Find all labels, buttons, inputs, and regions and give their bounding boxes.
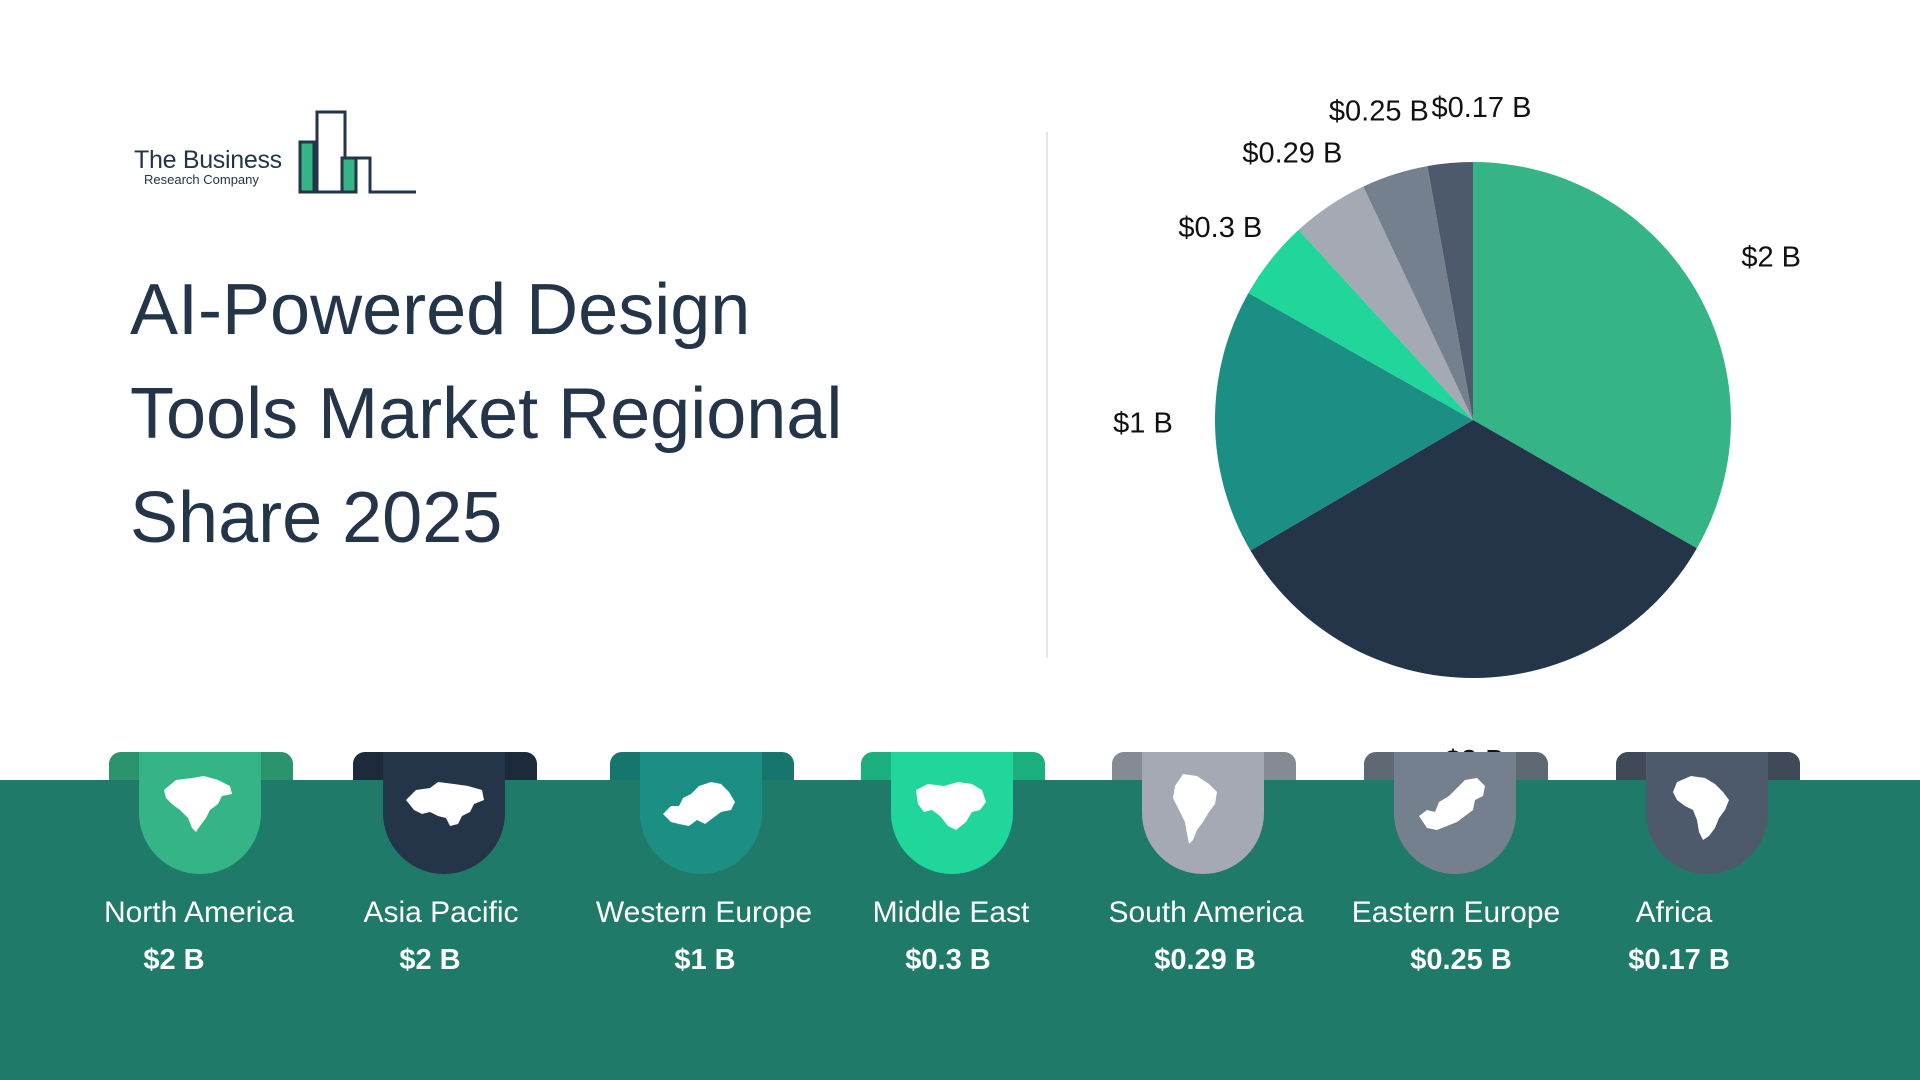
region-badge — [640, 752, 762, 874]
region-tab-ear — [505, 752, 537, 780]
region-value: $1 B — [674, 944, 736, 976]
region-tab-ear — [1516, 752, 1548, 780]
region-tab-ear — [610, 752, 642, 780]
pie-chart: $2 B$2 B$1 B$0.3 B$0.29 B$0.25 B$0.17 B — [1113, 92, 1801, 760]
region-tab-ear — [1616, 752, 1648, 780]
divider — [1046, 132, 1048, 658]
region-tab-ear — [1264, 752, 1296, 780]
region-tab-ear — [261, 752, 293, 780]
pie-label-eastern-europe: $0.25 B — [1329, 96, 1429, 128]
region-badge — [1142, 752, 1264, 874]
region-badge — [139, 752, 261, 874]
brand-logo: The Business Research Company — [130, 108, 430, 198]
western-europe-map-icon — [663, 782, 735, 826]
region-value: $2 B — [399, 944, 461, 976]
south-america-map-icon — [1173, 774, 1217, 844]
region-card-north-america: North America $2 B — [104, 752, 368, 1022]
region-value: $0.17 B — [1628, 944, 1730, 976]
asia-map-icon — [406, 782, 484, 826]
region-value: $0.3 B — [905, 944, 991, 976]
pie-slice-north-america — [1473, 162, 1731, 549]
pie-slice-asia-pacific — [1250, 420, 1697, 678]
pie-label-western-europe: $1 B — [1113, 407, 1173, 439]
region-name: Africa — [1635, 896, 1713, 929]
pie-slice-south-america — [1298, 186, 1473, 420]
region-card-africa: Africa $0.17 B — [1615, 752, 1875, 1022]
region-name: North America — [103, 896, 295, 929]
north-america-map-icon — [164, 776, 232, 832]
region-card-south-america: South America $0.29 B — [1108, 752, 1371, 1022]
pie-label-middle-east: $0.3 B — [1178, 212, 1262, 244]
region-name: Western Europe — [595, 896, 813, 929]
eastern-europe-map-icon — [1419, 778, 1485, 830]
pie-label-north-america: $2 B — [1741, 242, 1801, 274]
pie-slice-western-europe — [1215, 292, 1473, 551]
page-title: AI-Powered Design Tools Market Regional … — [130, 270, 843, 558]
africa-map-icon — [1673, 776, 1729, 840]
region-name: Asia Pacific — [363, 896, 519, 929]
middle-east-map-icon — [916, 782, 986, 830]
region-badge — [1394, 752, 1516, 874]
region-card-asia-pacific: Asia Pacific $2 B — [352, 752, 612, 1022]
region-value: $2 B — [143, 944, 205, 976]
brand-name: The Business — [134, 146, 282, 174]
region-tab-ear — [353, 752, 385, 780]
pie-slice-africa — [1427, 162, 1473, 420]
region-name: Middle East — [872, 896, 1030, 929]
region-card-eastern-europe: Eastern Europe $0.25 B — [1352, 752, 1623, 1022]
region-card-western-europe: Western Europe $1 B — [596, 752, 869, 1022]
region-badge — [891, 752, 1013, 874]
pie-slice-middle-east — [1248, 229, 1473, 420]
pie-label-africa: $0.17 B — [1431, 92, 1531, 124]
region-badge — [383, 752, 505, 874]
region-badge — [1646, 752, 1768, 874]
region-value: $0.29 B — [1154, 944, 1256, 976]
region-value: $0.25 B — [1410, 944, 1512, 976]
region-card-middle-east: Middle East $0.3 B — [860, 752, 1120, 1022]
region-name: South America — [1108, 896, 1304, 929]
region-tab-ear — [1013, 752, 1045, 780]
pie-label-south-america: $0.29 B — [1242, 138, 1342, 170]
region-tab-ear — [762, 752, 794, 780]
region-tab-ear — [109, 752, 141, 780]
region-name: Eastern Europe — [1351, 896, 1561, 929]
building-logo-icon — [298, 110, 416, 194]
region-tab-ear — [1112, 752, 1144, 780]
region-tab-ear — [1364, 752, 1396, 780]
brand-subtitle: Research Company — [144, 172, 259, 187]
pie-slice-eastern-europe — [1363, 166, 1473, 420]
region-tab-ear — [861, 752, 893, 780]
region-tab-ear — [1768, 752, 1800, 780]
